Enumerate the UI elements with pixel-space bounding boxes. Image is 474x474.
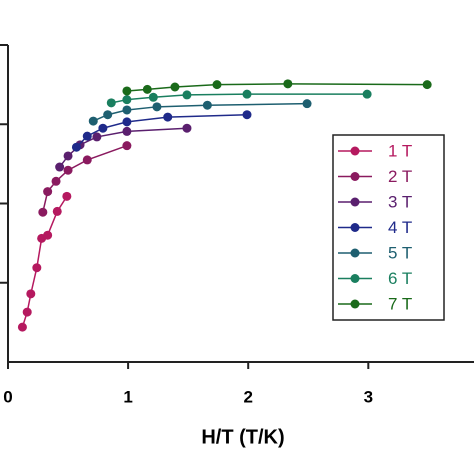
data-point [362,89,372,99]
data-point [51,176,61,186]
legend-marker [350,146,360,156]
x-tick-label: 1 [123,387,132,406]
data-point [422,80,432,90]
data-point [242,110,252,120]
data-point [38,207,48,217]
legend-marker [350,223,360,232]
legend-marker [350,197,360,207]
data-point [63,151,73,161]
data-point [202,100,212,110]
data-point [82,155,92,165]
legend-marker [350,248,360,258]
data-point [103,110,113,120]
data-point [26,289,36,299]
data-point [88,116,98,126]
legend-marker [350,274,360,283]
legend-label: 1 T [388,141,412,160]
legend-label: 4 T [388,218,412,237]
data-point [32,263,42,273]
data-point [148,92,158,102]
legend-label: 5 T [388,243,412,262]
data-point [182,123,192,133]
data-point [22,307,32,317]
data-point [283,79,293,89]
data-point [43,187,53,197]
x-tick-label: 0 [3,387,12,406]
data-point [63,165,73,175]
legend-label: 2 T [388,167,412,186]
x-tick-label: 2 [243,387,252,406]
data-point [163,112,173,122]
data-point [17,322,27,332]
x-axis-label: H/T (T/K) [201,426,284,448]
data-point [98,123,108,133]
data-point [122,141,132,151]
data-point [152,102,162,112]
data-point [122,95,132,105]
data-point [122,105,132,115]
legend-marker [350,172,360,181]
data-point [212,80,222,90]
legend-marker [350,299,360,309]
legend-label: 6 T [388,269,412,288]
data-point [142,84,152,94]
data-point [43,230,53,240]
data-point [55,162,65,172]
legend-label: 7 T [388,294,412,313]
legend-label: 3 T [388,192,412,211]
data-point [92,132,102,142]
data-point [122,126,132,136]
data-point [122,117,132,127]
data-point [82,131,92,141]
data-point [170,82,180,92]
data-point [182,90,192,100]
data-point [302,99,312,109]
data-point [52,206,62,216]
data-point [122,86,132,96]
data-point [106,98,116,108]
data-point [242,89,252,99]
data-point [71,142,81,152]
data-point [62,191,72,201]
x-tick-label: 3 [364,387,373,406]
